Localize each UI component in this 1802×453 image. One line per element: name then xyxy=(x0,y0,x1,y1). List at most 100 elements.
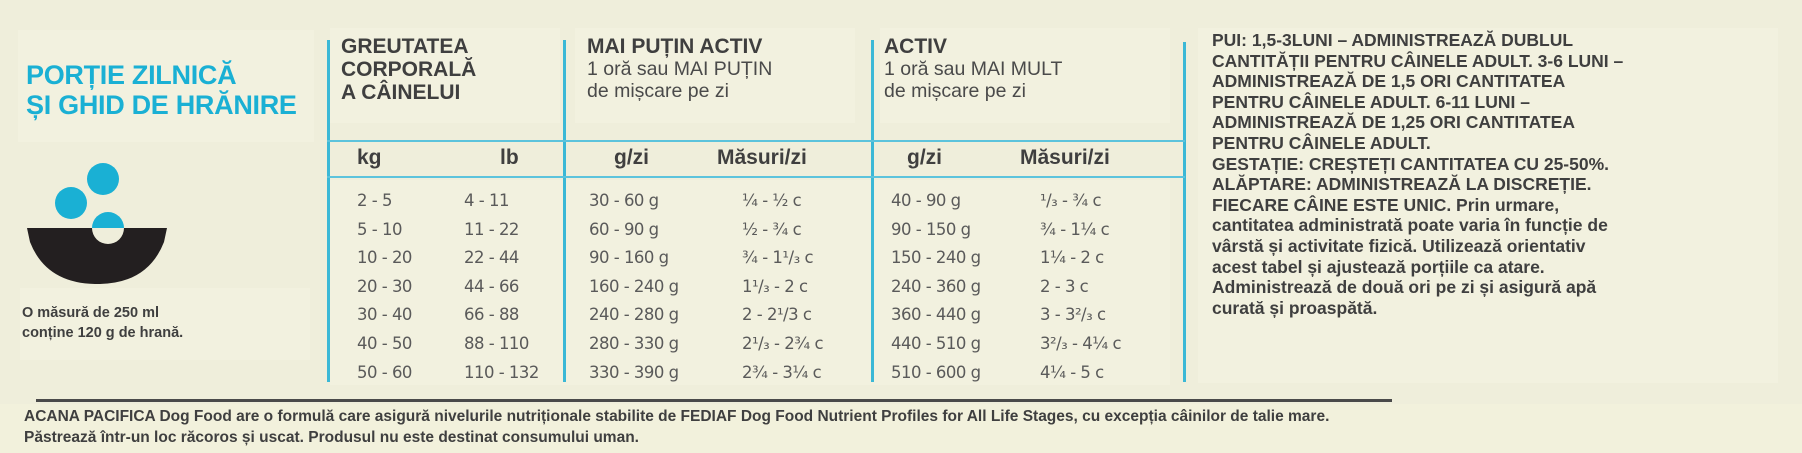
page-title: PORȚIE ZILNICĂ ȘI GHID DE HRĂNIRE xyxy=(26,60,326,120)
kg-cell: 20 - 30 xyxy=(357,276,412,296)
active-title: ACTIV xyxy=(884,35,947,58)
unit-active-grams: g/zi xyxy=(907,146,942,169)
footer-divider xyxy=(36,399,1392,402)
page-title-line1: PORȚIE ZILNICĂ xyxy=(26,60,237,90)
kg-cell: 2 - 5 xyxy=(357,191,392,210)
cups-cell: 2¹/₃ - 2¾ c xyxy=(742,333,824,353)
table-right-border xyxy=(1183,42,1186,382)
grams-cell: 240 - 280 g xyxy=(589,305,679,325)
feeding-notes: PUI: 1,5-3LUNI – ADMINISTREAZĂ DUBLUL CA… xyxy=(1212,30,1792,318)
lb-cell: 11 - 22 xyxy=(464,219,519,239)
unit-kg: kg xyxy=(357,146,382,169)
cups-cell: ¼ - ½ c xyxy=(742,191,802,210)
less-active-sub-line1: 1 oră sau MAI PUȚIN xyxy=(587,58,773,80)
active-sub-line1: 1 oră sau MAI MULT xyxy=(884,58,1063,80)
units-row-top-border xyxy=(327,140,1185,142)
kg-cell: 30 - 40 xyxy=(357,305,412,325)
lb-column: 4 - 11 11 - 22 22 - 44 44 - 66 66 - 88 8… xyxy=(464,187,539,387)
note-line: PENTRU CÂINELE ADULT. xyxy=(1212,132,1431,153)
grams-cell: 90 - 160 g xyxy=(589,248,669,268)
less-active-column-header: MAI PUȚIN ACTIV 1 oră sau MAI PUȚIN de m… xyxy=(587,35,867,102)
active-header-bg xyxy=(880,28,1170,123)
weight-header-bg xyxy=(330,28,560,123)
table-body-bg xyxy=(330,180,1170,385)
cups-cell: ¹/₃ - ¾ c xyxy=(1040,191,1102,210)
measure-note: O măsură de 250 ml conține 120 g de hran… xyxy=(22,303,302,343)
active-sub-line2: de mișcare pe zi xyxy=(884,80,1026,102)
grams-cell: 150 - 240 g xyxy=(891,248,981,268)
note-line: ALĂPTARE: ADMINISTREAZĂ LA DISCREȚIE. xyxy=(1212,174,1592,195)
note-line: FIECARE CÂINE ESTE UNIC. Prin urmare, xyxy=(1212,194,1560,215)
grams-cell: 40 - 90 g xyxy=(891,191,961,210)
table-left-border xyxy=(327,40,330,382)
unit-lb: lb xyxy=(500,146,519,169)
measure-note-line2: conține 120 g de hrană. xyxy=(22,325,184,341)
cups-cell: ¾ - 1¹/₃ c xyxy=(742,248,814,268)
grams-cell: 280 - 330 g xyxy=(589,333,679,353)
note-line: curată și proaspătă. xyxy=(1212,297,1378,318)
note-line: CANTITĂȚII PENTRU CÂINELE ADULT. 3-6 LUN… xyxy=(1212,50,1624,71)
cups-cell: 3 - 3²/₃ c xyxy=(1040,305,1106,325)
units-row-bottom-border xyxy=(327,176,1185,178)
grams-cell: 360 - 440 g xyxy=(891,305,981,325)
cups-cell: ½ - ¾ c xyxy=(742,219,802,239)
lb-cell: 110 - 132 xyxy=(464,362,539,382)
cups-cell: 1¹/₃ - 2 c xyxy=(742,276,808,296)
weight-title-line1: GREUTATEA xyxy=(341,35,469,58)
note-line: acest tabel și ajustează porțiile ca ata… xyxy=(1212,256,1545,277)
note-line: ADMINISTREAZĂ DE 1,25 ORI CANTITATEA xyxy=(1212,112,1575,133)
measure-note-line1: O măsură de 250 ml xyxy=(22,305,160,321)
lb-cell: 22 - 44 xyxy=(464,248,519,268)
kg-column: 2 - 5 5 - 10 10 - 20 20 - 30 30 - 40 40 … xyxy=(357,187,412,387)
grams-cell: 160 - 240 g xyxy=(589,276,679,296)
kg-cell: 50 - 60 xyxy=(357,362,412,382)
cups-cell: 2¾ - 3¼ c xyxy=(742,362,822,382)
kg-cell: 10 - 20 xyxy=(357,248,412,268)
note-line: GESTAȚIE: CREȘTEȚI CANTITATEA CU 25-50%. xyxy=(1212,153,1610,174)
page-title-line2: ȘI GHID DE HRĂNIRE xyxy=(26,90,297,120)
cups-cell: 1¼ - 2 c xyxy=(1040,248,1104,268)
bowl-with-kibble-icon xyxy=(27,163,167,284)
note-line: vârstă și activitate fizică. Utilizează … xyxy=(1212,235,1586,256)
column-divider-1 xyxy=(563,40,566,382)
note-line: ADMINISTREAZĂ DE 1,5 ORI CANTITATEA xyxy=(1212,71,1566,92)
lb-cell: 66 - 88 xyxy=(464,305,519,325)
note-line: PENTRU CÂINELE ADULT. 6-11 LUNI – xyxy=(1212,91,1530,112)
cups-cell: ¾ - 1¼ c xyxy=(1040,219,1110,239)
grams-cell: 330 - 390 g xyxy=(589,362,679,382)
grams-cell: 30 - 60 g xyxy=(589,191,659,210)
active-column-header: ACTIV 1 oră sau MAI MULT de mișcare pe z… xyxy=(884,35,1174,102)
less-active-sub-line2: de mișcare pe zi xyxy=(587,80,729,102)
measure-note-bg xyxy=(20,288,310,360)
grams-cell: 60 - 90 g xyxy=(589,219,659,239)
footer-line1: ACANA PACIFICA Dog Food are o formulă ca… xyxy=(24,408,1330,425)
less-active-cups-column: ¼ - ½ c ½ - ¾ c ¾ - 1¹/₃ c 1¹/₃ - 2 c 2 … xyxy=(742,187,824,387)
grams-cell: 510 - 600 g xyxy=(891,362,981,382)
active-grams-column: 40 - 90 g 90 - 150 g 150 - 240 g 240 - 3… xyxy=(891,187,981,387)
cups-cell: 3²/₃ - 4¼ c xyxy=(1040,333,1122,353)
unit-less-active-grams: g/zi xyxy=(614,146,649,169)
weight-title-line2: CORPORALĂ xyxy=(341,58,477,81)
grams-cell: 240 - 360 g xyxy=(891,276,981,296)
weight-title-line3: A CÂINELUI xyxy=(341,81,461,104)
cups-cell: 4¼ - 5 c xyxy=(1040,362,1104,382)
footer-disclaimer: ACANA PACIFICA Dog Food are o formulă ca… xyxy=(24,406,1784,448)
lb-cell: 4 - 11 xyxy=(464,191,509,210)
lb-cell: 88 - 110 xyxy=(464,333,529,353)
less-active-header-bg xyxy=(575,28,855,123)
note-line: Administrează de două ori pe zi și asigu… xyxy=(1212,277,1597,298)
cups-cell: 2 - 2¹/3 c xyxy=(742,305,812,325)
grams-cell: 90 - 150 g xyxy=(891,219,971,239)
title-panel-bg xyxy=(18,30,314,142)
kg-cell: 5 - 10 xyxy=(357,219,402,239)
weight-column-title: GREUTATEA CORPORALĂ A CÂINELUI xyxy=(341,35,561,104)
lb-cell: 44 - 66 xyxy=(464,276,519,296)
less-active-grams-column: 30 - 60 g 60 - 90 g 90 - 160 g 160 - 240… xyxy=(589,187,679,387)
note-line: PUI: 1,5-3LUNI – ADMINISTREAZĂ DUBLUL xyxy=(1212,30,1574,50)
less-active-title: MAI PUȚIN ACTIV xyxy=(587,35,763,58)
unit-active-cups: Măsuri/zi xyxy=(1020,146,1110,169)
cups-cell: 2 - 3 c xyxy=(1040,276,1089,296)
unit-less-active-cups: Măsuri/zi xyxy=(717,146,807,169)
footer-line2: Păstrează într-un loc răcoros și uscat. … xyxy=(24,429,639,446)
notes-panel-bg xyxy=(1198,28,1778,383)
